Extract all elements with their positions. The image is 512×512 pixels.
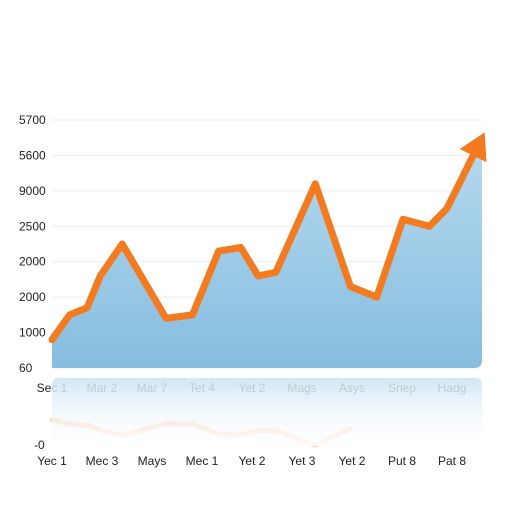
data-point xyxy=(347,284,353,290)
reflection-x-tick-label: Mays xyxy=(138,454,167,468)
data-point xyxy=(426,223,432,229)
y-tick-label: 60 xyxy=(19,361,33,375)
reflection-x-tick-label: Mec 3 xyxy=(86,454,119,468)
data-point xyxy=(189,312,195,318)
reflection-x-tick-label: Yec 1 xyxy=(37,454,67,468)
y-tick-label: 2500 xyxy=(19,219,46,233)
data-point xyxy=(238,245,244,251)
y-tick-label: 2000 xyxy=(19,290,46,304)
data-point xyxy=(163,315,169,321)
reflection-x-tick-label: Mec 1 xyxy=(186,454,219,468)
reflection-x-axis: Yec 1 Mec 3 Mays Mec 1 Yet 2 Yet 3 Yet 2 Put 8 P… xyxy=(37,454,466,468)
series-line xyxy=(48,150,478,344)
y-tick-label: 5700 xyxy=(19,113,46,127)
data-point xyxy=(67,312,73,318)
data-point xyxy=(400,216,406,222)
data-point xyxy=(97,273,103,279)
data-point xyxy=(374,294,380,300)
arrowhead-icon xyxy=(459,132,487,163)
data-point xyxy=(273,269,279,275)
data-point xyxy=(216,248,222,254)
reflection-y-axis: -0 xyxy=(34,438,45,452)
data-point xyxy=(255,273,261,279)
chart-reflection xyxy=(49,378,482,448)
y-tick-label: 1000 xyxy=(19,326,46,340)
y-tick-label: 9000 xyxy=(19,184,46,198)
y-tick-label: 5600 xyxy=(19,148,46,162)
data-point xyxy=(479,135,485,141)
y-axis: 5700 5600 9000 2500 2000 2000 1000 60 xyxy=(19,113,46,375)
series-points xyxy=(49,135,485,343)
reflection-y-tick-label: -0 xyxy=(34,438,45,452)
reflection-x-tick-label: Pat 8 xyxy=(438,454,466,468)
data-point xyxy=(444,206,450,212)
reflection-x-tick-label: Yet 2 xyxy=(239,454,266,468)
reflection-fade xyxy=(52,378,482,446)
reflection-x-tick-label: Yet 2 xyxy=(339,454,366,468)
data-point xyxy=(119,241,125,247)
data-point xyxy=(49,337,55,343)
reflection-x-tick-label: Put 8 xyxy=(388,454,416,468)
y-tick-label: 2000 xyxy=(19,255,46,269)
data-point xyxy=(84,305,90,311)
reflection-x-tick-label: Yet 3 xyxy=(289,454,316,468)
data-point xyxy=(312,181,318,187)
